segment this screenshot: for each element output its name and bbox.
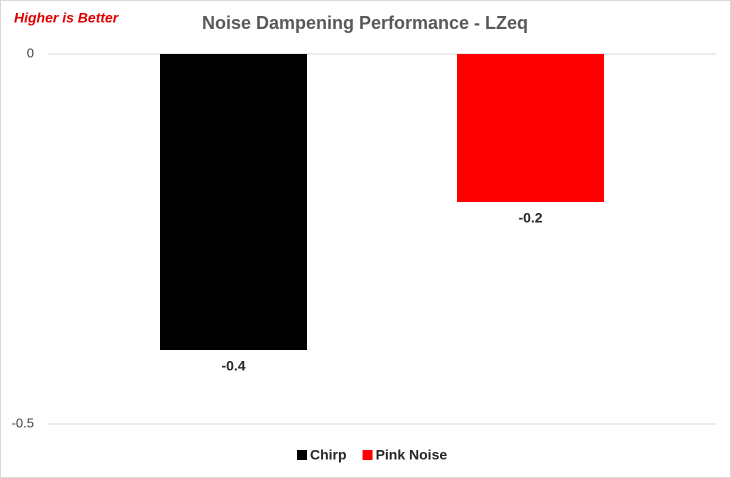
legend-swatch (362, 450, 373, 460)
y-tick-label: 0 (27, 45, 34, 60)
bar (160, 54, 307, 350)
y-tick-label: -0.5 (12, 415, 34, 430)
annotation: Higher is Better (14, 10, 120, 26)
chart-title: Noise Dampening Performance - LZeq (202, 13, 528, 33)
legend-swatch (297, 450, 307, 460)
bar (457, 54, 604, 202)
data-label: -0.4 (221, 358, 245, 374)
legend-label: Pink Noise (376, 447, 448, 463)
legend-label: Chirp (310, 447, 347, 463)
data-label: -0.2 (518, 210, 542, 226)
